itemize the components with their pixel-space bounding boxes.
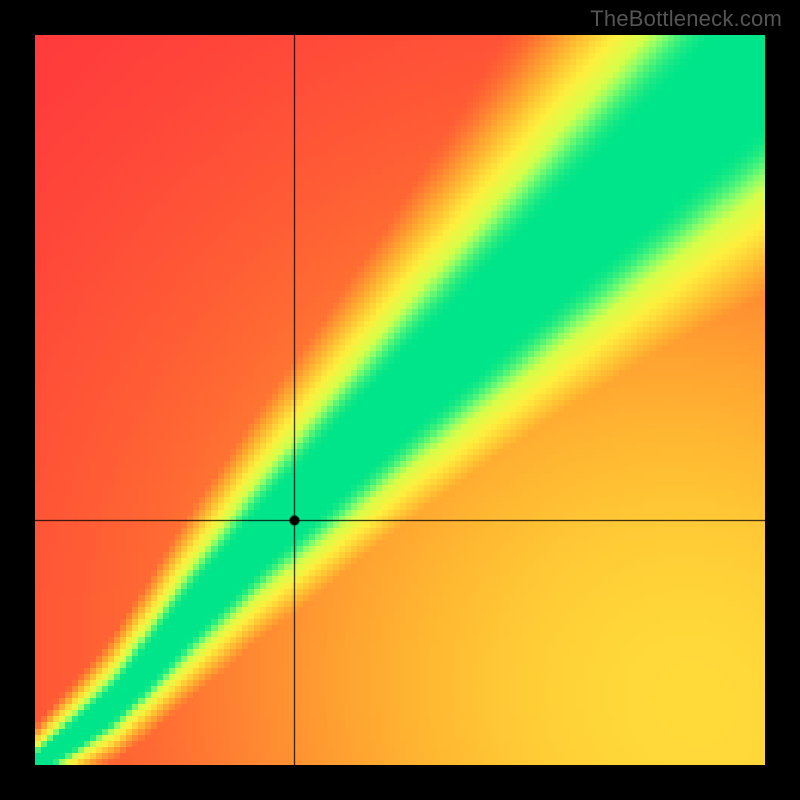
watermark-text: TheBottleneck.com [590, 6, 782, 32]
chart-container: TheBottleneck.com [0, 0, 800, 800]
bottleneck-heatmap [35, 35, 765, 765]
